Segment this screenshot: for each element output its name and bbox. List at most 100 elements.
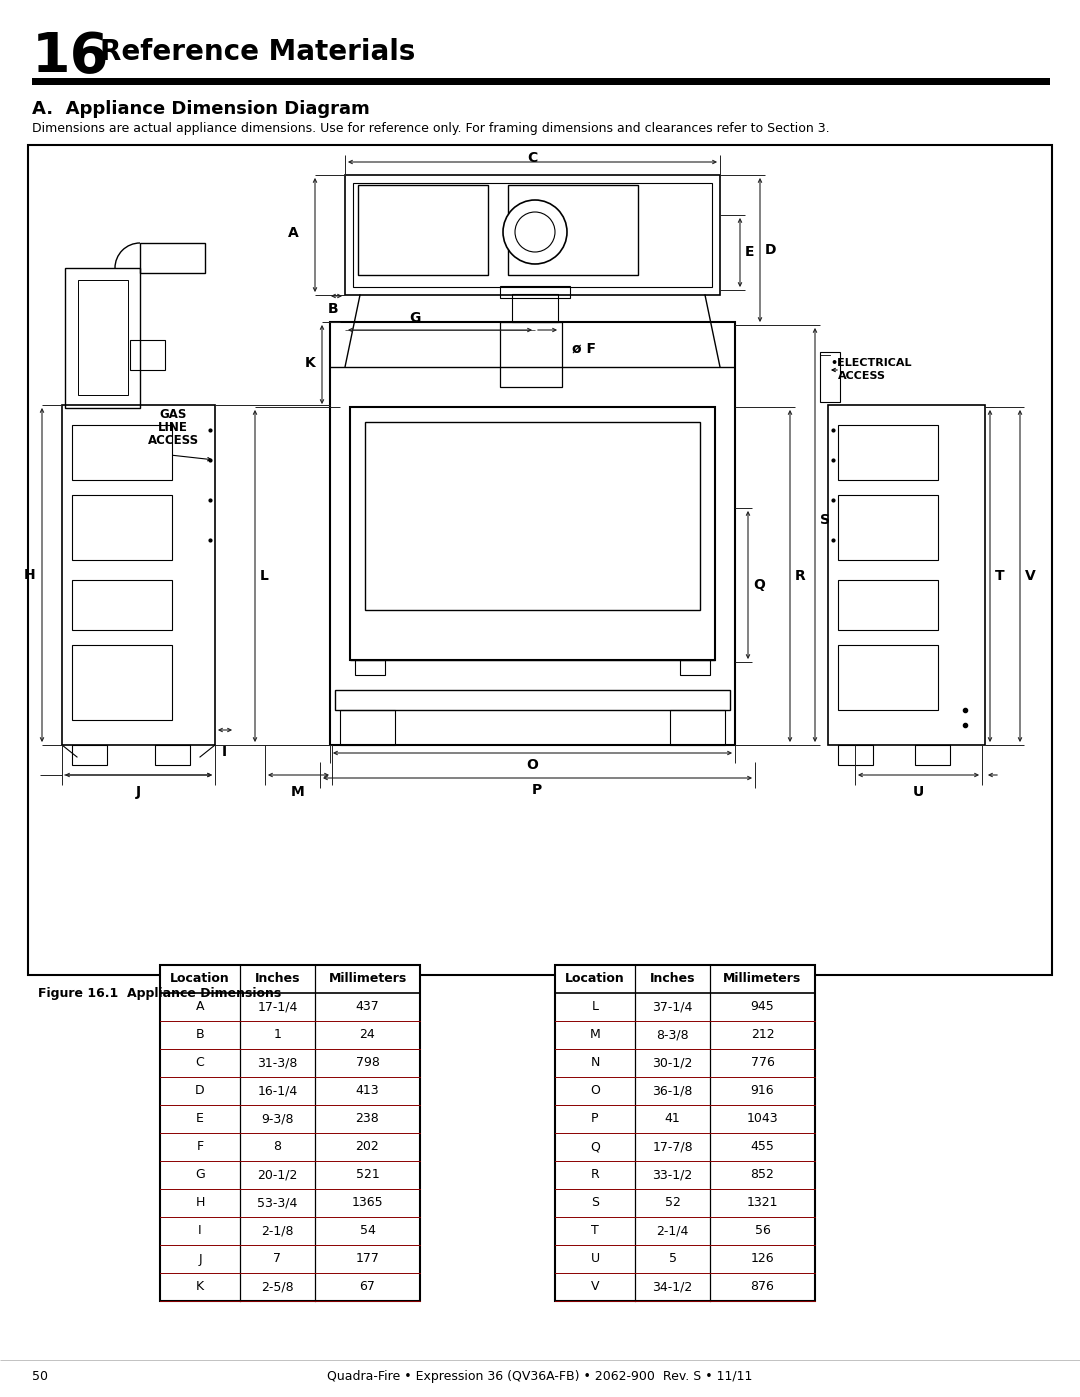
Bar	[72, 745, 107, 766]
Text: 20-1/2: 20-1/2	[257, 1168, 298, 1182]
Text: 413: 413	[355, 1084, 379, 1098]
Text: J: J	[135, 785, 140, 799]
Text: 56: 56	[755, 1225, 770, 1238]
Text: 945: 945	[751, 1000, 774, 1013]
Text: 798: 798	[355, 1056, 379, 1070]
Bar	[345, 175, 720, 295]
Text: 41: 41	[664, 1112, 680, 1126]
Bar	[838, 495, 939, 560]
Text: 17-1/4: 17-1/4	[257, 1000, 298, 1013]
Text: 852: 852	[751, 1168, 774, 1182]
Bar	[500, 321, 562, 387]
Bar	[838, 425, 939, 481]
Text: 50: 50	[32, 1370, 48, 1383]
Text: Q: Q	[753, 578, 765, 592]
Text: V: V	[591, 1281, 599, 1294]
Text: 37-1/4: 37-1/4	[652, 1000, 692, 1013]
Bar	[838, 580, 939, 630]
Bar	[130, 339, 165, 370]
Bar	[62, 405, 215, 745]
Text: 776: 776	[751, 1056, 774, 1070]
Text: G: G	[409, 312, 421, 326]
Bar	[838, 645, 939, 710]
Text: E: E	[197, 1112, 204, 1126]
Text: A: A	[287, 226, 298, 240]
Text: 33-1/2: 33-1/2	[652, 1168, 692, 1182]
Text: Location: Location	[565, 972, 625, 985]
Text: V: V	[1025, 569, 1036, 583]
Text: A: A	[195, 1000, 204, 1013]
Text: 24: 24	[360, 1028, 376, 1042]
Text: 212: 212	[751, 1028, 774, 1042]
Bar	[680, 659, 710, 675]
Text: L: L	[592, 1000, 598, 1013]
Bar	[915, 745, 950, 766]
Bar	[508, 184, 638, 275]
Bar	[78, 279, 129, 395]
Text: Inches: Inches	[255, 972, 300, 985]
Bar	[355, 659, 384, 675]
Text: 9-3/8: 9-3/8	[261, 1112, 294, 1126]
Text: C: C	[527, 151, 537, 165]
Text: Location: Location	[171, 972, 230, 985]
Bar	[156, 745, 190, 766]
Text: U: U	[913, 785, 923, 799]
Bar	[65, 268, 140, 408]
Text: J: J	[199, 1253, 202, 1266]
Text: 1321: 1321	[746, 1196, 779, 1210]
Text: 2-1/8: 2-1/8	[261, 1225, 294, 1238]
Text: L: L	[260, 569, 269, 583]
Text: 34-1/2: 34-1/2	[652, 1281, 692, 1294]
Text: Q: Q	[590, 1140, 599, 1154]
Text: B: B	[195, 1028, 204, 1042]
Text: 2-1/4: 2-1/4	[657, 1225, 689, 1238]
Text: 2-5/8: 2-5/8	[261, 1281, 294, 1294]
Bar	[160, 965, 420, 1301]
Bar	[353, 183, 712, 286]
Text: B: B	[328, 302, 339, 316]
Text: U: U	[591, 1253, 599, 1266]
Text: D: D	[765, 243, 777, 257]
Bar	[32, 78, 1050, 85]
Text: E: E	[745, 244, 755, 258]
Text: 36-1/8: 36-1/8	[652, 1084, 692, 1098]
Text: 54: 54	[360, 1225, 376, 1238]
Text: D: D	[195, 1084, 205, 1098]
Bar	[365, 422, 700, 610]
Text: 202: 202	[355, 1140, 379, 1154]
Text: 8-3/8: 8-3/8	[657, 1028, 689, 1042]
Bar	[350, 407, 715, 659]
Text: H: H	[195, 1196, 205, 1210]
Bar	[357, 184, 488, 275]
Text: Millimeters: Millimeters	[328, 972, 407, 985]
Text: 53-3/4: 53-3/4	[257, 1196, 298, 1210]
Bar	[670, 710, 725, 745]
Text: 876: 876	[751, 1281, 774, 1294]
Text: 126: 126	[751, 1253, 774, 1266]
Text: N: N	[591, 1056, 599, 1070]
Text: 67: 67	[360, 1281, 376, 1294]
Text: R: R	[591, 1168, 599, 1182]
Text: 8: 8	[273, 1140, 282, 1154]
Text: ACCESS: ACCESS	[148, 434, 199, 447]
Text: 238: 238	[355, 1112, 379, 1126]
Text: 455: 455	[751, 1140, 774, 1154]
Bar	[140, 243, 205, 272]
Bar	[820, 352, 840, 402]
Bar	[72, 425, 172, 481]
Text: Millimeters: Millimeters	[724, 972, 801, 985]
Text: Quadra-Fire • Expression 36 (QV36A-FB) • 2062-900  Rev. S • 11/11: Quadra-Fire • Expression 36 (QV36A-FB) •…	[327, 1370, 753, 1383]
Text: A.  Appliance Dimension Diagram: A. Appliance Dimension Diagram	[32, 101, 369, 117]
Text: I: I	[221, 745, 227, 759]
Text: •ELECTRICAL: •ELECTRICAL	[831, 358, 912, 367]
Text: T: T	[591, 1225, 599, 1238]
Text: 52: 52	[664, 1196, 680, 1210]
Text: 16-1/4: 16-1/4	[257, 1084, 298, 1098]
Text: Dimensions are actual appliance dimensions. Use for reference only. For framing : Dimensions are actual appliance dimensio…	[32, 122, 829, 136]
Text: 177: 177	[355, 1253, 379, 1266]
Bar	[330, 321, 735, 745]
Text: O: O	[590, 1084, 599, 1098]
Bar	[72, 580, 172, 630]
Text: S: S	[591, 1196, 599, 1210]
Text: T: T	[995, 569, 1004, 583]
